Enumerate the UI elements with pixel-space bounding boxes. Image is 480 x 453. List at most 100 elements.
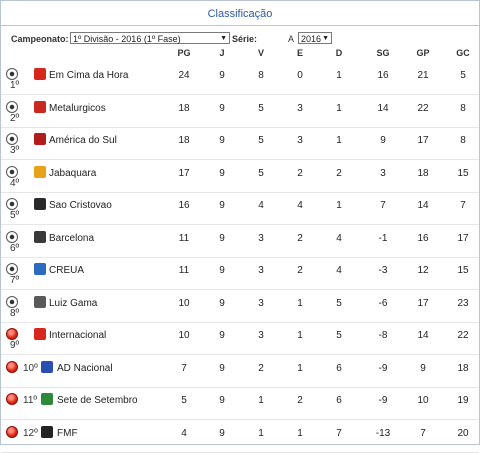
position-label: 1º — [10, 80, 20, 91]
soccer-ball-icon — [6, 133, 18, 145]
team-name[interactable]: América do Sul — [49, 135, 117, 146]
table-row[interactable]: 10º AD Nacional 7 9 2 1 6 -9 9 18 — [1, 357, 479, 388]
table-row[interactable]: 3º América do Sul 18 9 5 3 1 9 17 8 — [1, 129, 479, 160]
team-name[interactable]: Metalurgicos — [49, 102, 106, 114]
team-name[interactable]: Jabaquara — [49, 167, 97, 179]
stat-e: 3 — [297, 102, 303, 114]
stat-gc: 20 — [457, 427, 469, 439]
stat-gp: 17 — [417, 135, 429, 146]
stat-v: 1 — [258, 395, 264, 406]
table-row[interactable]: 4º Jabaquara 17 9 5 2 2 3 18 15 — [1, 162, 479, 193]
table-row[interactable]: 11º Sete de Setembro 5 9 1 2 6 -9 10 19 — [1, 389, 479, 420]
column-header: PG — [177, 48, 191, 58]
stat-d: 2 — [336, 167, 342, 179]
team-crest-icon — [34, 165, 46, 178]
stat-d: 6 — [336, 395, 342, 406]
table-row[interactable]: 6º Barcelona 11 9 3 2 4 -1 16 17 — [1, 227, 479, 258]
soccer-ball-icon — [6, 68, 18, 80]
team-crest-icon — [34, 263, 46, 275]
stat-d: 5 — [336, 297, 342, 309]
stat-gp: 10 — [417, 395, 429, 406]
stat-d: 4 — [336, 232, 342, 244]
row-divider — [1, 321, 479, 323]
stat-j: 9 — [219, 265, 225, 276]
relegation-ball-icon — [6, 393, 18, 405]
team-name[interactable]: Sao Cristovao — [49, 200, 112, 211]
row-divider — [1, 94, 479, 95]
stat-pg: 17 — [178, 167, 190, 179]
stat-v: 3 — [258, 330, 264, 341]
position-label: 7º — [10, 275, 20, 286]
table-row[interactable]: 9º Internacional 10 9 3 1 5 -8 14 22 — [1, 324, 479, 355]
stat-gp: 9 — [420, 362, 426, 374]
row-divider — [1, 126, 479, 128]
stat-e: 2 — [297, 167, 303, 179]
stat-j: 9 — [219, 135, 225, 146]
stat-sg: -1 — [378, 232, 388, 244]
stat-sg: -9 — [378, 362, 388, 374]
stat-gc: 5 — [460, 70, 466, 81]
team-name[interactable]: Internacional — [49, 330, 107, 341]
serie-value: A — [288, 34, 295, 44]
year-select[interactable]: 2016 ▼ — [298, 32, 332, 44]
table-row[interactable]: 1º Em Cima da Hora 24 9 8 0 1 16 21 5 — [1, 64, 479, 95]
stat-sg: -3 — [378, 265, 388, 276]
stat-gc: 22 — [457, 330, 469, 341]
stat-pg: 11 — [178, 265, 190, 276]
soccer-ball-icon — [6, 198, 18, 210]
column-header: GC — [456, 48, 470, 58]
panel-title: Classificação — [207, 8, 273, 20]
stat-gp: 18 — [417, 167, 429, 179]
table-row[interactable]: 2º Metalurgicos 18 9 5 3 1 14 22 8 — [1, 97, 479, 128]
stat-pg: 5 — [181, 395, 187, 406]
stat-gc: 18 — [457, 362, 469, 374]
stat-e: 4 — [297, 200, 303, 211]
championship-label: Campeonato: — [11, 34, 69, 44]
team-crest-icon — [41, 393, 53, 405]
team-name[interactable]: Barcelona — [49, 232, 95, 244]
column-header: GP — [416, 48, 430, 58]
table-row[interactable]: 7º CREUA 11 9 3 2 4 -3 12 15 — [1, 259, 479, 290]
stat-j: 9 — [219, 167, 225, 179]
table-row[interactable]: 5º Sao Cristovao 16 9 4 4 1 7 14 7 — [1, 194, 479, 225]
stat-d: 7 — [336, 427, 342, 439]
row-divider — [1, 191, 479, 193]
stat-pg: 7 — [181, 362, 187, 374]
table-row[interactable]: 12º FMF 4 9 1 1 7 -13 7 20 — [1, 422, 479, 453]
title-divider — [1, 25, 479, 26]
position-label: 12º — [23, 427, 38, 439]
position-label: 4º — [10, 177, 20, 189]
position-label: 6º — [10, 242, 20, 254]
championship-select[interactable]: 1º Divisão - 2016 (1º Fase) ▼ — [70, 32, 230, 44]
stat-d: 1 — [336, 135, 342, 146]
stat-gc: 23 — [457, 297, 469, 309]
team-name[interactable]: Sete de Setembro — [57, 395, 138, 406]
stat-gp: 14 — [417, 330, 429, 341]
column-header: E — [296, 48, 303, 58]
stat-gc: 19 — [457, 395, 469, 406]
row-divider — [1, 159, 479, 160]
stat-e: 1 — [297, 427, 303, 439]
stat-gp: 7 — [420, 427, 426, 439]
stat-sg: 7 — [380, 200, 386, 211]
team-name[interactable]: Luiz Gama — [49, 297, 98, 309]
stat-gp: 21 — [417, 70, 429, 81]
team-name[interactable]: CREUA — [49, 265, 85, 276]
team-name[interactable]: Em Cima da Hora — [49, 70, 129, 81]
table-row[interactable]: 8º Luiz Gama 10 9 3 1 5 -6 17 23 — [1, 292, 479, 323]
stat-gp: 17 — [417, 297, 429, 309]
stat-gp: 16 — [417, 232, 429, 244]
team-name[interactable]: AD Nacional — [57, 362, 113, 374]
stat-sg: 9 — [380, 135, 386, 146]
row-divider — [1, 289, 479, 290]
team-name[interactable]: FMF — [57, 427, 78, 439]
stat-sg: -6 — [378, 297, 388, 309]
stat-gc: 7 — [460, 200, 466, 211]
position-label: 10º — [23, 362, 38, 374]
stat-d: 4 — [336, 265, 342, 276]
stat-gc: 8 — [460, 102, 466, 114]
stat-e: 0 — [297, 70, 303, 81]
stat-j: 9 — [219, 362, 225, 374]
position-label: 8º — [10, 307, 20, 319]
